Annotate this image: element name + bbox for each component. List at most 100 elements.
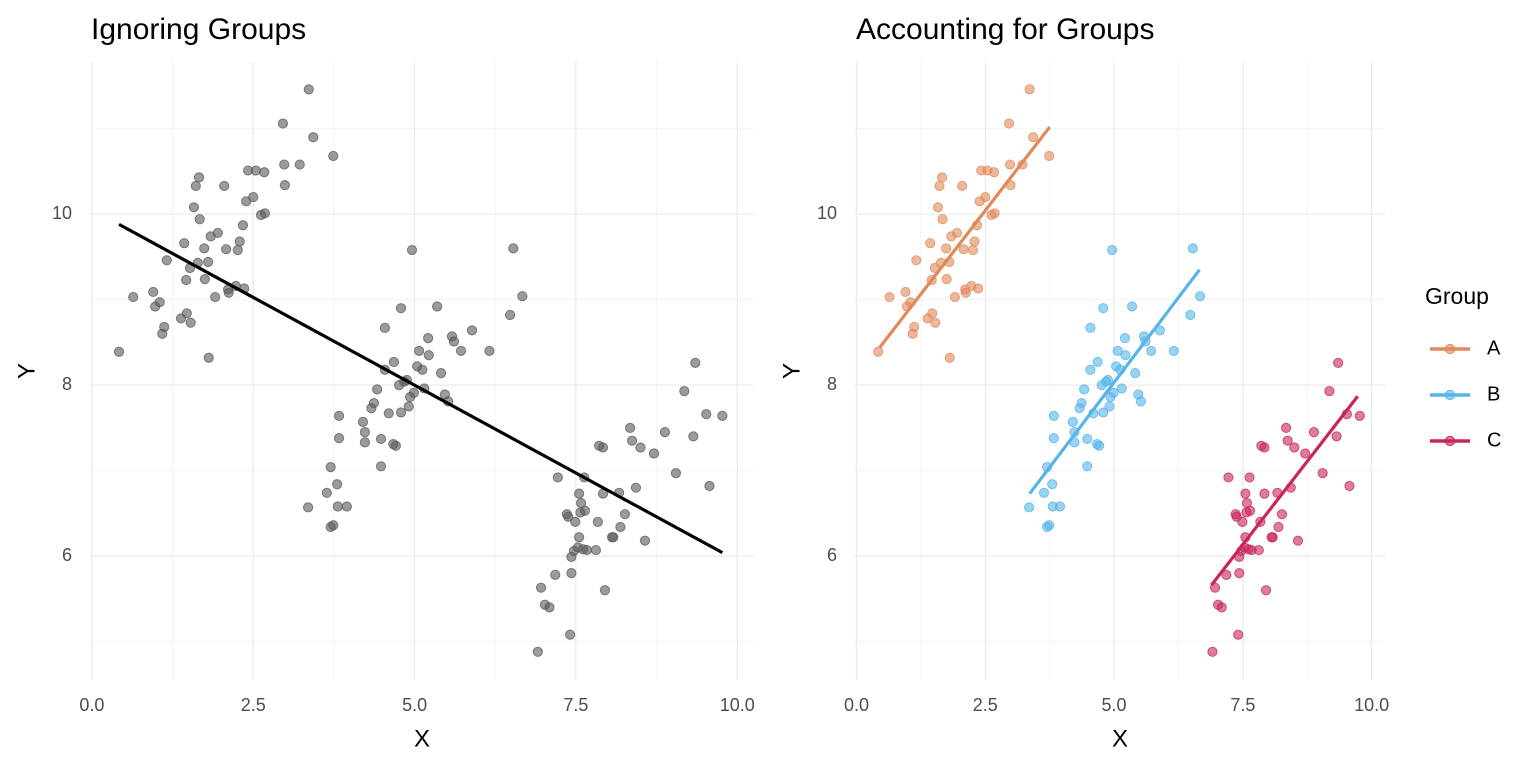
x-tick-label: 7.5 [1230,695,1255,715]
data-point [1207,646,1218,657]
data-point [1094,440,1105,451]
x-tick-label: 5.0 [1102,695,1127,715]
data-point [508,243,519,254]
data-point [1098,407,1109,418]
data-point [1221,569,1232,580]
data-point [630,482,642,493]
data-point [581,544,592,556]
data-point [958,244,969,255]
data-point [332,501,343,512]
data-point [932,202,944,213]
data-point [615,521,626,533]
x-tick-label: 5.0 [402,695,427,715]
data-point [909,321,920,333]
data-point [532,646,543,657]
data-point [279,159,290,170]
data-point [1240,488,1251,499]
data-point [679,385,690,397]
data-point [1024,84,1035,95]
data-point [951,227,963,239]
data-point [884,291,895,303]
data-point [294,159,305,170]
data-point [279,179,290,191]
data-point [413,345,425,357]
data-point [574,532,585,543]
data-point [341,501,352,512]
data-point [925,238,936,249]
data-point [1244,505,1256,516]
data-point [564,629,576,640]
data-point [1146,345,1157,357]
data-point [1333,357,1344,368]
data-point [688,431,699,442]
fit-line [878,125,1051,349]
data-point [194,214,205,225]
data-point [1004,159,1016,170]
data-point [941,274,952,285]
data-point [1273,521,1284,533]
data-point [1003,118,1015,129]
data-point [333,410,345,421]
data-point [625,422,636,433]
legend-title: Group [1425,283,1489,309]
data-point [704,480,715,492]
data-point [259,167,270,178]
data-point [1185,309,1196,321]
data-point [608,532,619,543]
data-point [574,488,585,499]
fit-line [1210,395,1359,587]
data-point [448,336,460,347]
data-point [435,368,447,379]
x-tick-label: 2.5 [241,695,266,715]
data-point [1119,332,1130,344]
fit-line [118,223,724,555]
data-point [937,214,948,225]
data-point [619,509,631,520]
data-point [550,569,561,580]
data-point [1237,516,1248,527]
data-point [395,407,407,418]
data-point [597,442,609,453]
x-tick-label: 0.0 [844,695,869,715]
data-point [1187,243,1198,254]
data-point [967,244,979,256]
data-point [202,256,214,268]
data-point [1098,303,1109,314]
data-point [390,440,401,451]
data-point [199,243,210,254]
legend-point [1444,343,1456,355]
data-point [234,236,245,247]
data-point [359,427,370,438]
data-point [1106,244,1118,256]
data-point [1085,364,1096,375]
data-point [1244,472,1255,483]
data-point [1028,132,1039,143]
data-point [635,442,646,453]
data-point [466,325,478,336]
data-point [1281,422,1292,433]
data-point [1102,374,1113,386]
data-point [210,291,221,303]
data-point [372,384,383,395]
data-point [308,132,319,143]
data-point [969,236,980,247]
data-point [1116,383,1127,394]
y-axis-label: Y [778,363,805,379]
data-point [1023,502,1035,513]
data-point [259,208,270,219]
data-point [989,208,1000,219]
data-point [648,448,660,459]
y-tick-label: 10 [52,203,72,223]
data-point [1120,350,1131,361]
data-point [1216,602,1227,613]
data-point [188,202,199,213]
legend-label: A [1487,337,1501,359]
data-point [455,345,467,357]
data-point [626,435,638,446]
x-tick-label: 10.0 [1354,695,1389,715]
data-point [934,180,945,192]
data-point [1300,448,1311,459]
data-point [1259,442,1270,453]
data-point [375,461,387,472]
